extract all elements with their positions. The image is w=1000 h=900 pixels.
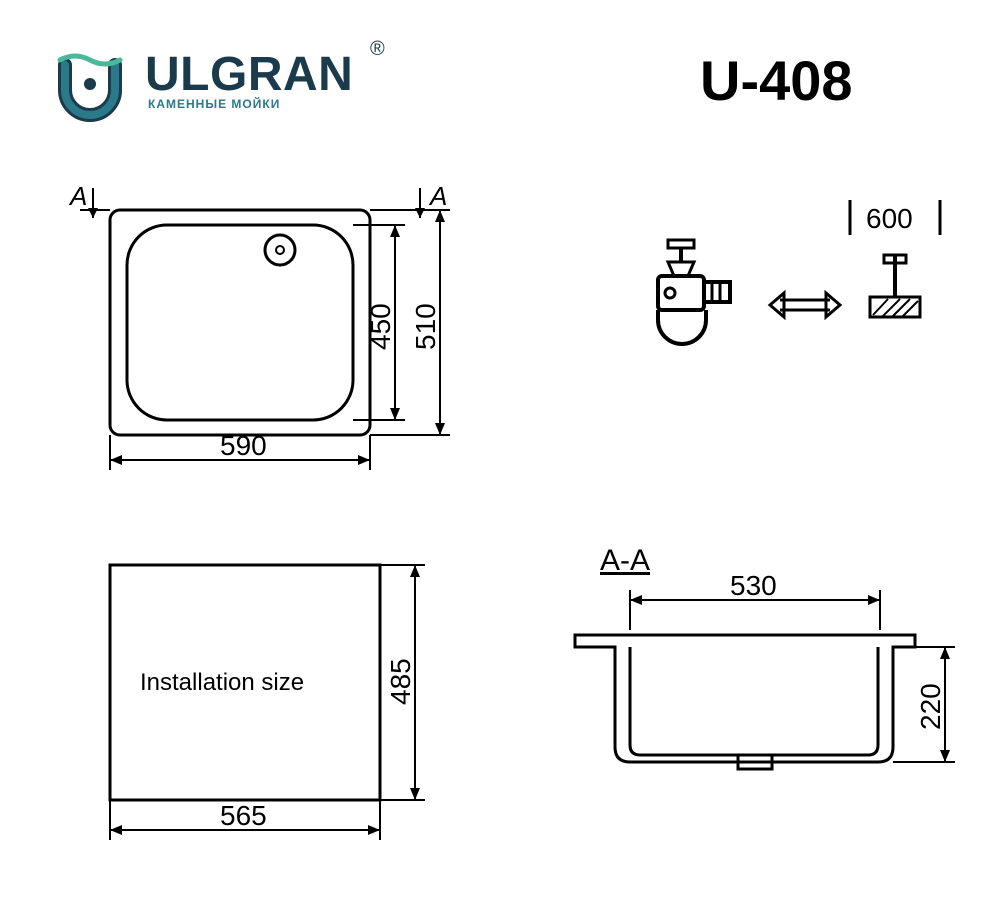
dim-485: 485 — [380, 565, 425, 800]
siphon-icon — [658, 240, 730, 344]
svg-text:485: 485 — [385, 658, 416, 705]
section-label: A-A — [600, 544, 650, 577]
valve-cap — [668, 240, 694, 248]
brand-logo: ULGRAN ® КАМЕННЫЕ МОЙКИ — [60, 38, 385, 115]
svg-text:510: 510 — [410, 303, 441, 350]
cabinet-diagram: 600 — [658, 200, 940, 344]
svg-text:600: 600 — [866, 203, 913, 234]
section-diagram: A-A 530 220 — [575, 544, 955, 769]
svg-text:590: 590 — [220, 430, 267, 461]
svg-text:530: 530 — [730, 570, 777, 601]
cabinet-icon — [870, 255, 920, 317]
svg-text:565: 565 — [220, 800, 267, 831]
svg-text:A: A — [68, 181, 87, 211]
model-label: U-408 — [700, 49, 853, 112]
drain-icon — [265, 235, 295, 265]
svg-text:450: 450 — [365, 303, 396, 350]
section-mark-right: A — [370, 181, 447, 218]
dim-530: 530 — [630, 570, 880, 630]
brand-subtitle: КАМЕННЫЕ МОЙКИ — [148, 96, 280, 111]
svg-text:A: A — [428, 181, 447, 211]
brand-title: ULGRAN — [145, 48, 353, 101]
top-view-diagram: A A 590 450 — [68, 181, 450, 470]
section-mark-left: A — [68, 181, 110, 218]
double-arrow-icon — [770, 293, 840, 317]
sink-section-outline — [575, 635, 915, 769]
svg-text:Installation size: Installation size — [140, 669, 304, 696]
dim-220: 220 — [893, 647, 955, 762]
svg-text:220: 220 — [915, 683, 946, 730]
dim-565: 565 — [110, 800, 380, 840]
dim-450: 450 — [353, 225, 405, 420]
install-diagram: Installation size 565 485 — [110, 565, 425, 840]
registered-mark: ® — [370, 38, 385, 60]
